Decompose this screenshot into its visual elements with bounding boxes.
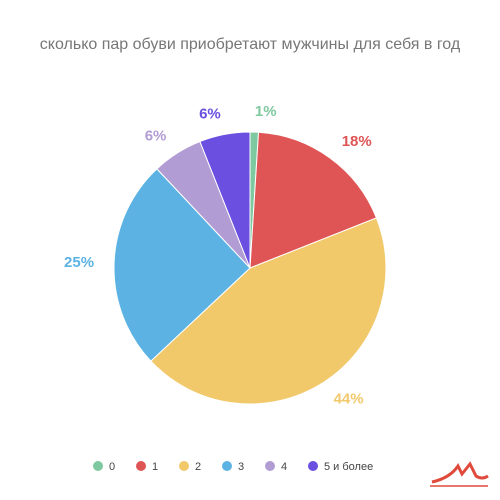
logo [430,461,489,487]
legend-marker [93,461,103,471]
legend-label: 4 [281,461,287,473]
slice-label: 44% [334,391,364,408]
legend-label: 3 [238,461,244,473]
slice-label: 6% [199,106,221,123]
legend-marker [179,461,189,471]
pie-slice [150,217,387,405]
slice-label: 25% [64,254,94,271]
legend-marker [308,461,318,471]
legend-label: 0 [109,461,115,473]
legend-label: 1 [152,461,158,473]
legend-label: 5 и более [324,461,373,473]
slice-label: 18% [342,133,372,150]
legend-label: 2 [195,461,201,473]
pie-slice [113,168,251,362]
chart-title: сколько пар обуви приобретают мужчины дл… [40,36,461,53]
legend-marker [265,461,275,471]
pie-slice [249,131,378,269]
slice-label: 6% [145,127,167,144]
pie-slice [199,131,251,269]
legend-marker [222,461,232,471]
slice-label: 1% [255,103,277,120]
legend-marker [136,461,146,471]
